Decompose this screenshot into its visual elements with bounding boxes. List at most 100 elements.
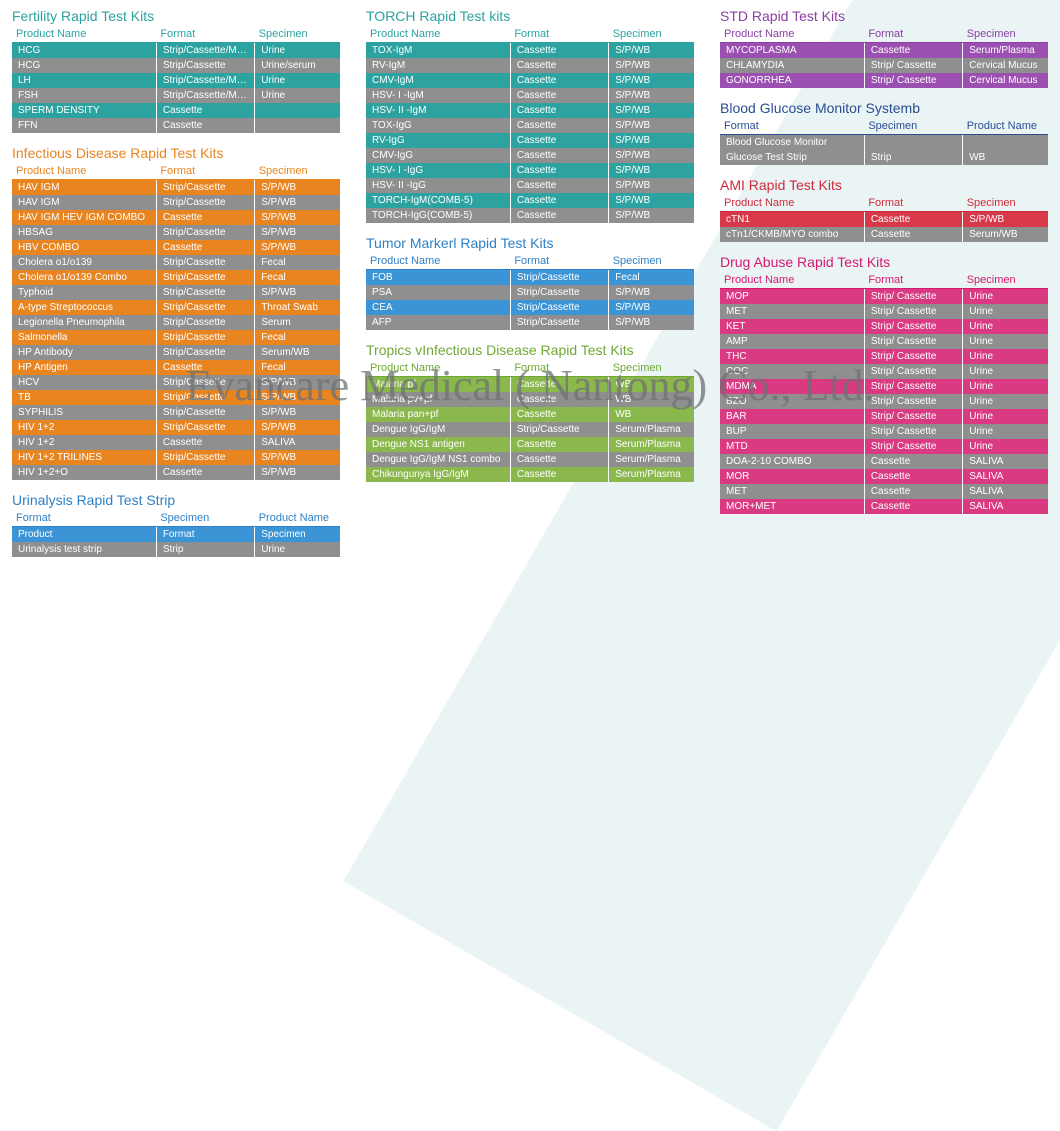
column-header: Format	[720, 118, 864, 135]
table-cell: Urine	[255, 542, 340, 557]
table-cell: Strip/Cassette/Midstream	[156, 88, 254, 103]
section-fertility: Fertility Rapid Test KitsProduct NameFor…	[12, 8, 340, 133]
table-cell: S/P/WB	[609, 73, 694, 88]
table-row: CEAStrip/CassetteS/P/WB	[366, 300, 694, 315]
column-header: Product Name	[12, 26, 156, 43]
table-cell: Strip/Cassette	[156, 405, 254, 420]
section-urinalysis: Urinalysis Rapid Test StripFormatSpecime…	[12, 492, 340, 557]
table-cell: COC	[720, 364, 864, 379]
data-table: FormatSpecimenProduct NameProductFormatS…	[12, 510, 340, 557]
table-cell: Specimen	[255, 527, 340, 543]
table-cell: Cassette	[510, 452, 608, 467]
table-cell: TOX-IgG	[366, 118, 510, 133]
table-cell: A-type Streptococcus	[12, 300, 156, 315]
table-cell: Cassette	[510, 103, 608, 118]
column-header: Specimen	[963, 26, 1048, 43]
table-cell: Strip/ Cassette	[864, 289, 962, 305]
column: TORCH Rapid Test kitsProduct NameFormatS…	[366, 8, 694, 569]
data-table: Product NameFormatSpecimenTOX-IgMCassett…	[366, 26, 694, 223]
column-header: Specimen	[255, 163, 340, 180]
table-cell: S/P/WB	[255, 405, 340, 420]
table-cell: Cassette	[864, 227, 962, 242]
table-cell: Urine	[963, 334, 1048, 349]
table-row: BARStrip/ CassetteUrine	[720, 409, 1048, 424]
table-cell: HAV IGM	[12, 195, 156, 210]
table-cell: TOX-IgM	[366, 43, 510, 59]
table-cell: TORCH-IgG(COMB-5)	[366, 208, 510, 223]
table-row: TyphoidStrip/CassetteS/P/WB	[12, 285, 340, 300]
table-cell: S/P/WB	[255, 465, 340, 480]
table-row: LHStrip/Cassette/MidstreamUrine	[12, 73, 340, 88]
table-row: TORCH-IgG(COMB-5)CassetteS/P/WB	[366, 208, 694, 223]
table-cell: HP Antibody	[12, 345, 156, 360]
table-row: MOR+METCassetteSALIVA	[720, 499, 1048, 514]
table-cell: THC	[720, 349, 864, 364]
table-cell: S/P/WB	[609, 163, 694, 178]
section-tumor: Tumor Markerl Rapid Test KitsProduct Nam…	[366, 235, 694, 330]
table-cell: MTD	[720, 439, 864, 454]
table-cell: Strip/Cassette	[156, 450, 254, 465]
table-cell: CMV-IgM	[366, 73, 510, 88]
table-row: KETStrip/ CassetteUrine	[720, 319, 1048, 334]
table-cell: Chikungunya IgG/IgM	[366, 467, 510, 482]
table-cell: Cassette	[510, 163, 608, 178]
section-title: Urinalysis Rapid Test Strip	[12, 492, 340, 508]
table-cell: S/P/WB	[609, 285, 694, 300]
table-row: METStrip/ CassetteUrine	[720, 304, 1048, 319]
table-cell: Urine	[963, 409, 1048, 424]
table-cell: S/P/WB	[255, 225, 340, 240]
table-cell: AFP	[366, 315, 510, 330]
column-header: Format	[864, 195, 962, 212]
table-row: HCGStrip/Cassette/MidstreamUrine	[12, 43, 340, 59]
table-cell: S/P/WB	[255, 375, 340, 390]
table-row: METCassetteSALIVA	[720, 484, 1048, 499]
table-cell: Cassette	[864, 499, 962, 514]
table-row: RV-IgMCassetteS/P/WB	[366, 58, 694, 73]
table-cell: cTN1	[720, 212, 864, 228]
table-row: Dengue IgG/IgMStrip/CassetteSerum/Plasma	[366, 422, 694, 437]
table-cell: Urine	[963, 379, 1048, 394]
data-table: Product NameFormatSpecimenMYCOPLASMACass…	[720, 26, 1048, 88]
table-row: Malaria pfCassetteWB	[366, 377, 694, 393]
table-cell: MDMA	[720, 379, 864, 394]
table-cell: MOP	[720, 289, 864, 305]
table-cell: HP Antigen	[12, 360, 156, 375]
table-cell: BAR	[720, 409, 864, 424]
table-cell: Throat Swab	[255, 300, 340, 315]
table-cell: KET	[720, 319, 864, 334]
table-cell: Serum/WB	[963, 227, 1048, 242]
table-cell: Format	[156, 527, 254, 543]
table-cell: Urine	[963, 439, 1048, 454]
table-row: cTN1CassetteS/P/WB	[720, 212, 1048, 228]
table-cell: Malaria pan+pf	[366, 407, 510, 422]
table-cell: HBSAG	[12, 225, 156, 240]
table-cell: S/P/WB	[609, 58, 694, 73]
data-table: FormatSpecimenProduct NameBlood Glucose …	[720, 118, 1048, 165]
table-cell: S/P/WB	[609, 193, 694, 208]
table-row: HSV- II -IgGCassetteS/P/WB	[366, 178, 694, 193]
column: STD Rapid Test KitsProduct NameFormatSpe…	[720, 8, 1048, 569]
table-cell: RV-IgG	[366, 133, 510, 148]
table-cell: Fecal	[255, 270, 340, 285]
table-cell: SPERM DENSITY	[12, 103, 156, 118]
table-row: ProductFormatSpecimen	[12, 527, 340, 543]
table-cell: Strip/Cassette	[156, 330, 254, 345]
table-cell: Strip/ Cassette	[864, 319, 962, 334]
table-cell: Fecal	[255, 255, 340, 270]
table-cell: SALIVA	[963, 454, 1048, 469]
table-row: SYPHILISStrip/CassetteS/P/WB	[12, 405, 340, 420]
table-cell: Strip/Cassette	[156, 345, 254, 360]
table-cell: Cervical Mucus	[963, 73, 1048, 88]
table-row: AMPStrip/ CassetteUrine	[720, 334, 1048, 349]
column-header: Product Name	[255, 510, 340, 527]
table-cell: SALIVA	[963, 469, 1048, 484]
table-row: Cholera o1/o139Strip/CassetteFecal	[12, 255, 340, 270]
column-header: Format	[12, 510, 156, 527]
table-cell: WB	[963, 150, 1048, 165]
table-cell: DOA-2-10 COMBO	[720, 454, 864, 469]
table-cell: Cassette	[510, 377, 608, 393]
table-cell: MOR+MET	[720, 499, 864, 514]
table-cell: Strip/Cassette	[510, 285, 608, 300]
table-row: MOPStrip/ CassetteUrine	[720, 289, 1048, 305]
table-cell: Strip/Cassette	[156, 420, 254, 435]
